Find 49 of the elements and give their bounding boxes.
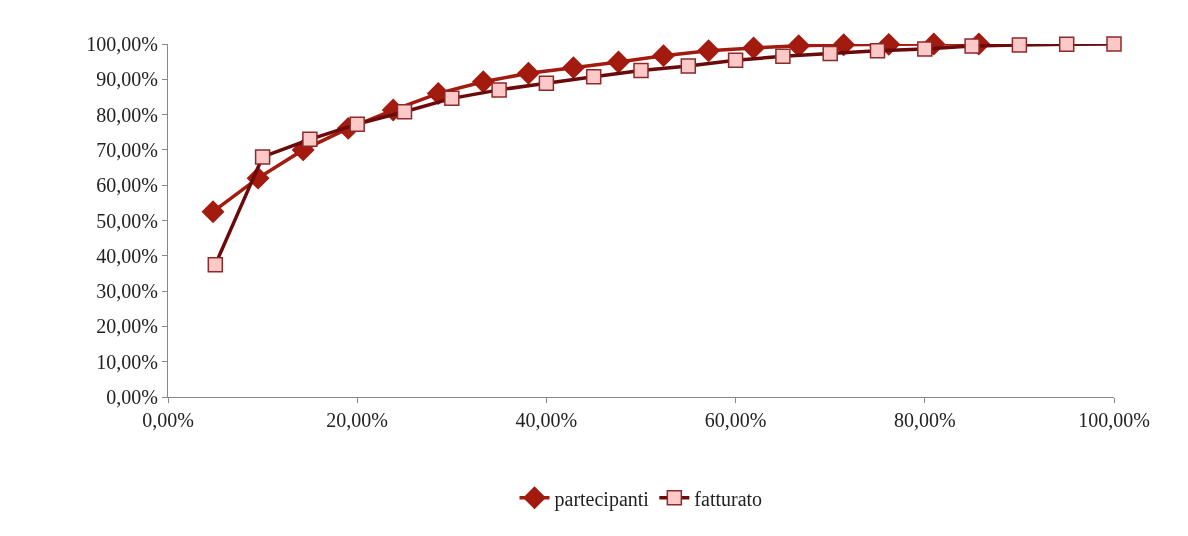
legend-label: fatturato bbox=[694, 487, 763, 510]
point bbox=[562, 56, 585, 79]
point bbox=[1106, 36, 1122, 52]
y-tick-label: 20,00% bbox=[96, 315, 158, 338]
y-tick-label: 10,00% bbox=[96, 350, 158, 373]
point bbox=[697, 39, 720, 62]
point bbox=[1011, 37, 1028, 53]
point bbox=[964, 38, 980, 54]
point bbox=[538, 75, 555, 91]
point bbox=[633, 62, 649, 79]
point bbox=[822, 45, 838, 62]
y-tick-label: 30,00% bbox=[96, 280, 158, 303]
point bbox=[775, 48, 791, 65]
y-tick-label: 80,00% bbox=[96, 103, 158, 126]
x-tick-label: 80,00% bbox=[893, 409, 956, 431]
y-tick-label: 70,00% bbox=[96, 138, 158, 161]
point bbox=[472, 70, 495, 93]
y-tick-label: 100,00% bbox=[86, 33, 158, 55]
y-tick-label: 40,00% bbox=[96, 244, 158, 267]
point bbox=[585, 69, 602, 85]
y-tick-label: 50,00% bbox=[96, 209, 158, 232]
point bbox=[254, 149, 271, 165]
point bbox=[742, 36, 765, 60]
point bbox=[207, 256, 224, 273]
point bbox=[680, 58, 697, 74]
point bbox=[201, 200, 225, 223]
point bbox=[832, 33, 855, 56]
x-tick-label: 40,00% bbox=[515, 409, 578, 431]
legend-label: partecipanti bbox=[554, 487, 650, 511]
point bbox=[1058, 36, 1075, 53]
point bbox=[607, 50, 630, 74]
point bbox=[917, 41, 933, 57]
point bbox=[349, 116, 365, 132]
point bbox=[652, 44, 675, 67]
x-tick-label: 100,00% bbox=[1078, 409, 1150, 431]
point bbox=[517, 62, 540, 85]
x-tick-label: 20,00% bbox=[326, 409, 389, 431]
point bbox=[869, 42, 886, 59]
point bbox=[787, 34, 810, 57]
y-tick-label: 0,00% bbox=[106, 386, 158, 408]
point bbox=[491, 82, 507, 98]
x-tick-label: 60,00% bbox=[704, 409, 767, 431]
x-tick-label: 0,00% bbox=[142, 409, 194, 431]
y-tick-label: 90,00% bbox=[96, 68, 158, 91]
point bbox=[302, 131, 318, 148]
point bbox=[727, 52, 744, 68]
point bbox=[444, 90, 460, 107]
point bbox=[396, 104, 413, 120]
y-tick-label: 60,00% bbox=[96, 174, 158, 197]
